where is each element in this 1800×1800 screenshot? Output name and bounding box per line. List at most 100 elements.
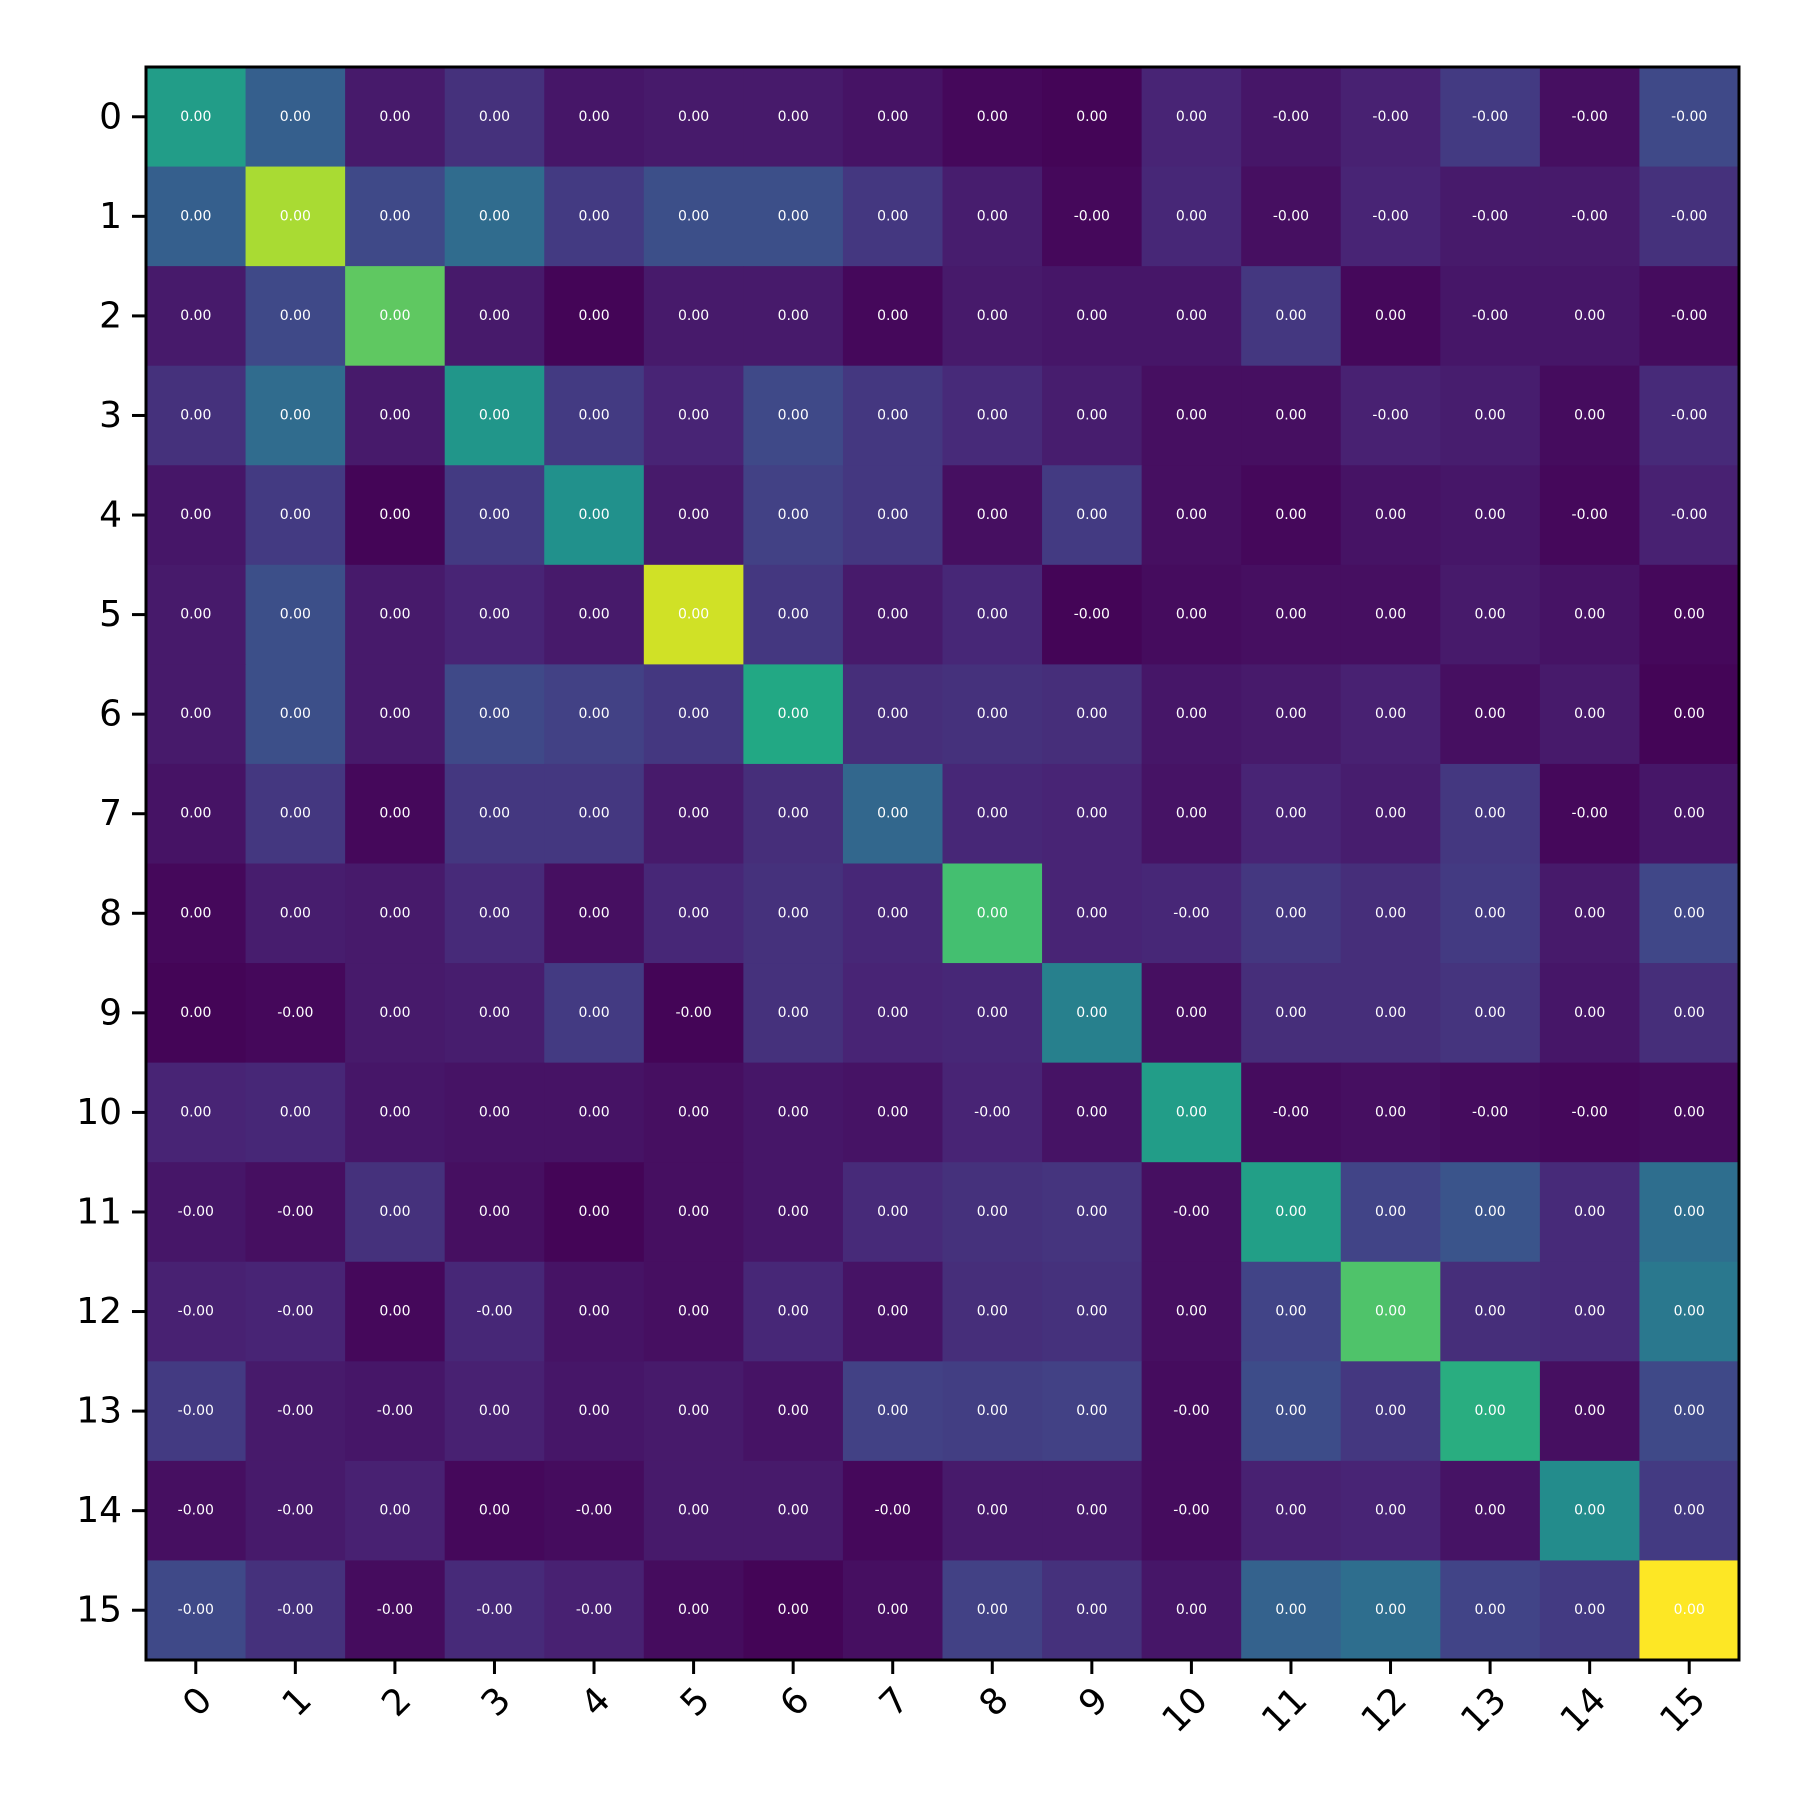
x-tick-label-4: 4 (573, 1680, 618, 1725)
cell-label-14-15: 0.00 (1674, 1503, 1705, 1519)
cell-label-15-6: 0.00 (778, 1602, 809, 1618)
heatmap-cell-8-13 (1440, 863, 1541, 964)
heatmap-cell-3-7 (842, 365, 944, 466)
y-tick-label-4: 4 (99, 495, 122, 536)
cell-label-14-4: -0.00 (576, 1503, 612, 1519)
x-tick-label-15: 15 (1652, 1680, 1713, 1741)
cell-label-9-14: 0.00 (1574, 1005, 1605, 1021)
heatmap-cell-8-3 (444, 863, 545, 964)
heatmap-cell-labels: 0.00 0.00 0.00 0.00 0.00 0.00 0.00 0.00 0.00 0.00… (178, 109, 1708, 1618)
cell-label-6-7: 0.00 (877, 706, 908, 722)
heatmap-cell-0-2 (345, 67, 446, 168)
heatmap-cell-0-12 (1340, 67, 1441, 168)
heatmap-cell-12-10 (1141, 1261, 1242, 1362)
cell-label-15-13: 0.00 (1475, 1602, 1506, 1618)
cell-label-8-0: 0.00 (180, 905, 211, 921)
heatmap-cell-10-12 (1340, 1062, 1441, 1163)
heatmap-cell-13-9 (1042, 1361, 1143, 1462)
y-tick-label-6: 6 (99, 694, 122, 735)
heatmap-cell-1-2 (345, 166, 446, 267)
heatmap-cell-15-1 (245, 1560, 346, 1661)
heatmap-cell-15-9 (1042, 1560, 1143, 1661)
heatmap-cell-9-11 (1241, 963, 1342, 1064)
cell-label-10-7: 0.00 (877, 1104, 908, 1120)
cell-label-7-3: 0.00 (479, 806, 510, 822)
heatmap-cell-3-11 (1241, 365, 1342, 466)
cell-label-1-9: -0.00 (1074, 208, 1110, 224)
heatmap-cell-9-10 (1141, 963, 1242, 1064)
cell-label-8-11: 0.00 (1275, 905, 1306, 921)
heatmap-cell-12-5 (643, 1261, 744, 1362)
heatmap-cell-6-4 (544, 664, 645, 765)
cell-label-0-5: 0.00 (678, 109, 709, 125)
heatmap-cell-9-4 (544, 963, 645, 1064)
heatmap-cell-12-13 (1440, 1261, 1541, 1362)
heatmap-cell-6-6 (743, 664, 844, 765)
x-tick-label-8: 8 (972, 1680, 1017, 1725)
heatmap-cell-2-3 (444, 266, 545, 367)
cell-label-13-11: 0.00 (1275, 1403, 1306, 1419)
cell-label-6-4: 0.00 (578, 706, 609, 722)
cell-label-12-14: 0.00 (1574, 1304, 1605, 1320)
heatmap-cell-13-14 (1539, 1361, 1641, 1462)
cell-label-13-15: 0.00 (1674, 1403, 1705, 1419)
heatmap-cell-13-6 (743, 1361, 844, 1462)
heatmap-cell-10-14 (1539, 1062, 1641, 1163)
heatmap-cell-4-4 (544, 465, 645, 566)
cell-label-10-14: -0.00 (1572, 1104, 1608, 1120)
cell-label-3-13: 0.00 (1475, 407, 1506, 423)
cell-label-8-13: 0.00 (1475, 905, 1506, 921)
x-tick-label-5: 5 (673, 1680, 718, 1725)
heatmap-cell-11-5 (643, 1162, 744, 1263)
cell-label-2-5: 0.00 (678, 308, 709, 324)
cell-label-2-12: 0.00 (1375, 308, 1406, 324)
cell-label-4-4: 0.00 (578, 507, 609, 523)
heatmap-cell-11-15 (1639, 1162, 1740, 1263)
cell-label-3-8: 0.00 (977, 407, 1008, 423)
heatmap-cell-4-7 (842, 465, 944, 566)
heatmap-cell-3-15 (1639, 365, 1740, 466)
cell-label-4-14: -0.00 (1572, 507, 1608, 523)
heatmap-cell-13-5 (643, 1361, 744, 1462)
cell-label-9-3: 0.00 (479, 1005, 510, 1021)
cell-label-12-6: 0.00 (778, 1304, 809, 1320)
heatmap-cell-8-2 (345, 863, 446, 964)
cell-label-12-9: 0.00 (1076, 1304, 1107, 1320)
heatmap-cell-12-15 (1639, 1261, 1740, 1362)
x-tick-label-11: 11 (1254, 1680, 1315, 1741)
heatmap-cell-14-10 (1141, 1460, 1242, 1562)
heatmap-cell-0-5 (643, 67, 744, 168)
heatmap-cell-5-7 (842, 564, 944, 665)
heatmap-cell-10-4 (544, 1062, 645, 1163)
cell-label-3-6: 0.00 (778, 407, 809, 423)
heatmap-cell-8-7 (842, 863, 944, 964)
cell-label-8-1: 0.00 (280, 905, 311, 921)
heatmap-cell-7-7 (842, 763, 944, 865)
cell-label-5-12: 0.00 (1375, 607, 1406, 623)
heatmap-cell-12-6 (743, 1261, 844, 1362)
cell-label-12-15: 0.00 (1674, 1304, 1705, 1320)
heatmap-cell-1-3 (444, 166, 545, 267)
cell-label-0-15: -0.00 (1671, 109, 1707, 125)
cell-label-12-2: 0.00 (379, 1304, 410, 1320)
cell-label-4-15: -0.00 (1671, 507, 1707, 523)
heatmap-cell-14-9 (1042, 1460, 1143, 1562)
cell-label-0-7: 0.00 (877, 109, 908, 125)
cell-label-8-2: 0.00 (379, 905, 410, 921)
heatmap-cell-14-5 (643, 1460, 744, 1562)
heatmap-cell-3-8 (942, 365, 1043, 466)
heatmap-cell-10-7 (842, 1062, 944, 1163)
cell-label-8-7: 0.00 (877, 905, 908, 921)
heatmap-cell-7-8 (942, 763, 1043, 865)
cell-label-6-3: 0.00 (479, 706, 510, 722)
heatmap-cell-8-4 (544, 863, 645, 964)
heatmap-cell-2-14 (1539, 266, 1641, 367)
heatmap-cell-7-6 (743, 763, 844, 865)
heatmap-cell-2-13 (1440, 266, 1541, 367)
cell-label-7-13: 0.00 (1475, 806, 1506, 822)
heatmap-cell-12-9 (1042, 1261, 1143, 1362)
heatmap-cell-6-8 (942, 664, 1043, 765)
heatmap-cell-11-14 (1539, 1162, 1641, 1263)
heatmap-cell-1-10 (1141, 166, 1242, 267)
cell-label-11-2: 0.00 (379, 1204, 410, 1220)
